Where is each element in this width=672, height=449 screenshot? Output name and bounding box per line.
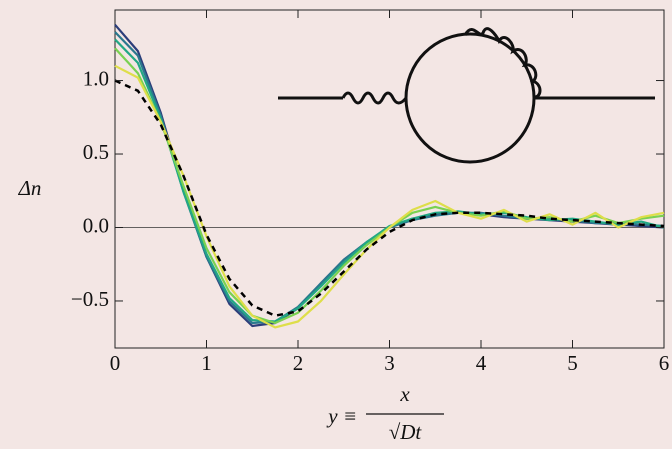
wavy-propagator [341, 91, 408, 105]
feynman-diagram [278, 27, 655, 164]
x-tick-label: 0 [110, 351, 121, 375]
x-tick-label: 6 [659, 351, 670, 375]
x-axis-label: y ≡ [326, 404, 357, 428]
y-tick-label: −0.5 [71, 287, 109, 311]
x-axis-label-denominator: √Dt [389, 420, 423, 444]
x-tick-label: 5 [567, 351, 578, 375]
x-tick-label: 4 [476, 351, 487, 375]
curves [114, 23, 665, 329]
y-tick-label: 0.5 [83, 140, 109, 164]
wavy-propagator [463, 27, 542, 99]
y-tick-label: 0.0 [83, 213, 109, 237]
y-tick-label: 1.0 [83, 66, 109, 90]
y-axis-label: Δn [18, 176, 42, 200]
plot-frame [114, 9, 665, 349]
x-tick-label: 2 [293, 351, 304, 375]
x-axis-label-numerator: x [399, 382, 410, 406]
x-tick-label: 3 [384, 351, 395, 375]
series-line [114, 38, 665, 323]
x-tick-label: 1 [201, 351, 212, 375]
series-line [114, 64, 665, 329]
